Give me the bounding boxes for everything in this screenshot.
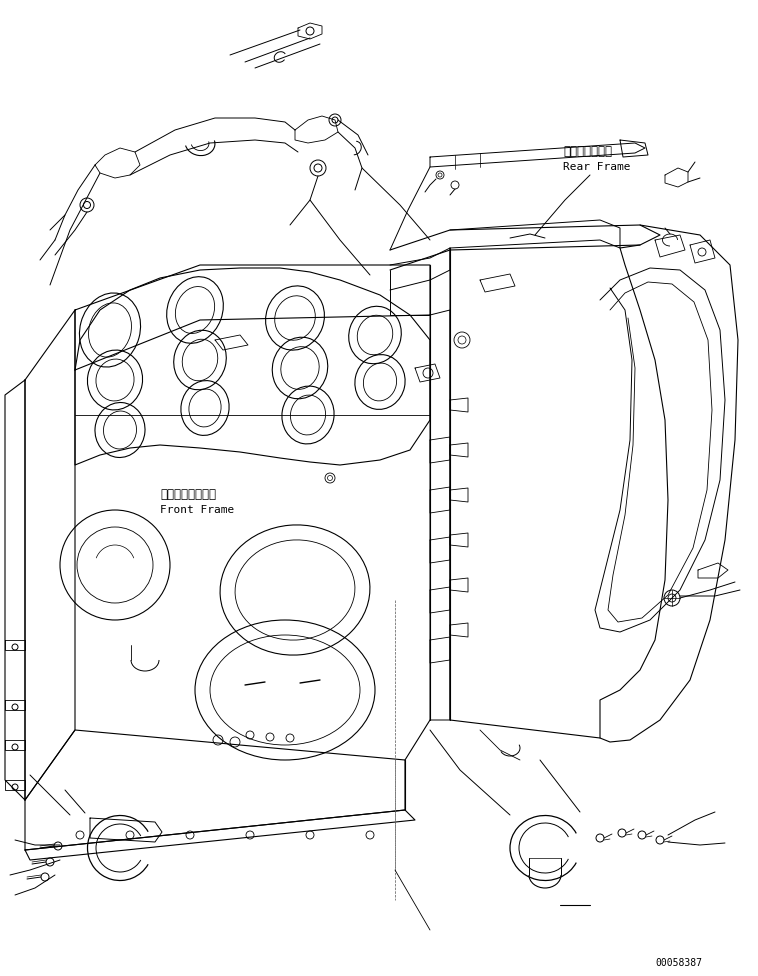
Text: Rear Frame: Rear Frame xyxy=(563,162,631,172)
Text: リヤーフレーム: リヤーフレーム xyxy=(563,145,612,158)
Text: フロントフレーム: フロントフレーム xyxy=(160,488,216,501)
Text: Front Frame: Front Frame xyxy=(160,505,234,515)
Text: 00058387: 00058387 xyxy=(655,958,702,968)
